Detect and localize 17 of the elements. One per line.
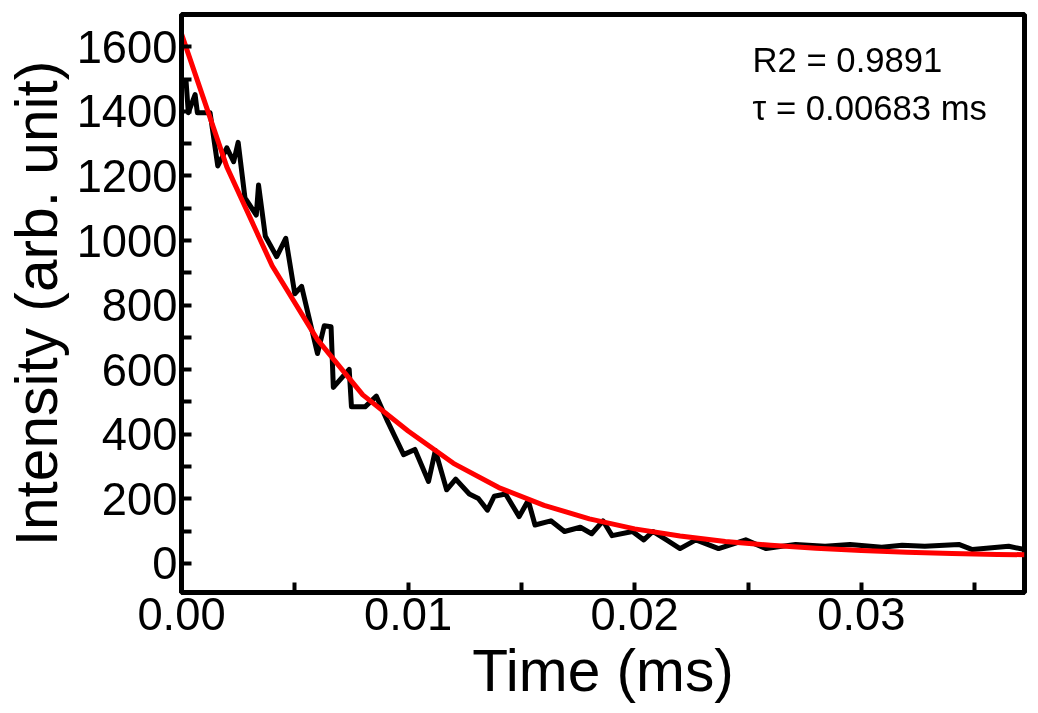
x-tick-label: 0.00 [137, 588, 226, 640]
y-tick-label: 1000 [76, 215, 178, 267]
annotation: R2 = 0.9891 [752, 40, 943, 79]
x-axis-title: Time (ms) [472, 637, 734, 703]
x-tick-label: 0.03 [817, 588, 906, 640]
y-tick-label: 0 [152, 538, 178, 590]
y-tick-label: 1200 [76, 150, 178, 202]
x-tick-label: 0.01 [364, 588, 453, 640]
y-tick-label: 1600 [76, 21, 178, 73]
y-tick-label: 1400 [76, 86, 178, 138]
y-axis-title: Intensity (arb. unit) [3, 60, 69, 547]
y-tick-label: 400 [101, 409, 178, 461]
x-tick-label: 0.02 [590, 588, 679, 640]
y-tick-label: 600 [101, 344, 178, 396]
y-tick-label: 800 [101, 280, 178, 332]
y-tick-label: 200 [101, 473, 178, 525]
annotation: τ = 0.00683 ms [752, 89, 987, 128]
